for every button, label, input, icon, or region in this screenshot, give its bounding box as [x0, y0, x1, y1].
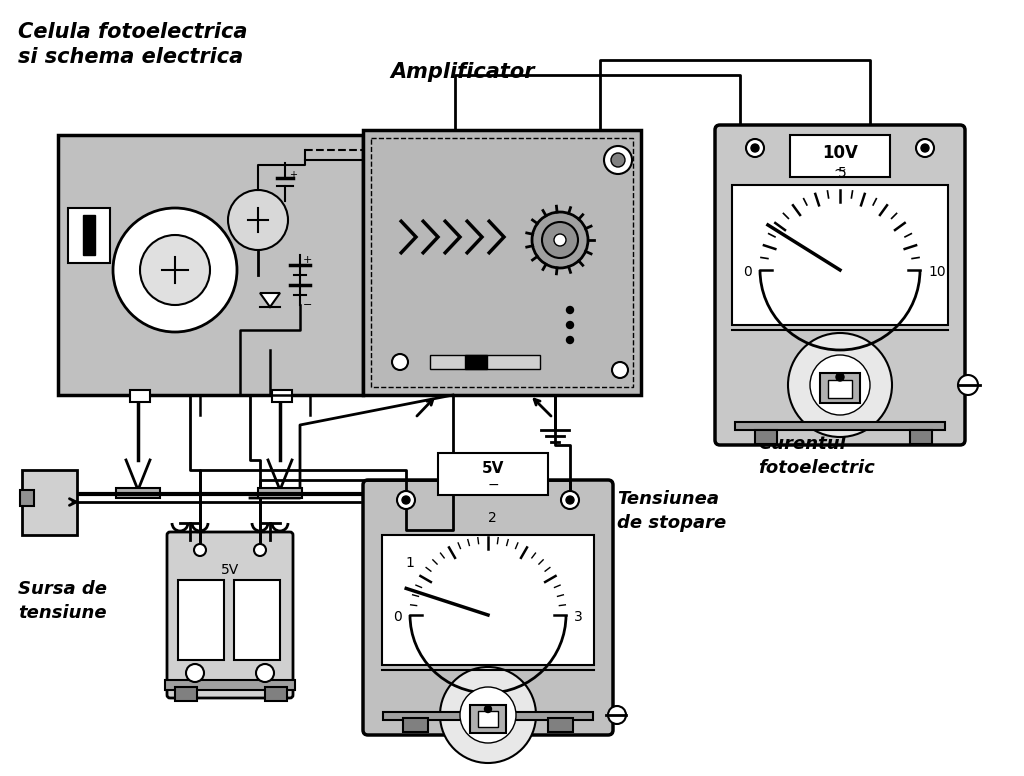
Circle shape [604, 146, 632, 174]
Circle shape [542, 222, 578, 258]
Circle shape [460, 687, 516, 743]
FancyBboxPatch shape [362, 480, 613, 735]
Circle shape [194, 544, 206, 556]
Circle shape [916, 139, 934, 157]
Circle shape [113, 208, 237, 332]
Bar [910, 430, 932, 444]
Bar [130, 390, 150, 402]
Bar [272, 390, 292, 402]
Text: −: − [487, 478, 499, 492]
Bar [383, 712, 593, 720]
Circle shape [402, 496, 410, 504]
Text: Sursa de
tensiune: Sursa de tensiune [18, 580, 106, 622]
Circle shape [254, 544, 266, 556]
Bar [430, 355, 540, 369]
Text: 5V: 5V [482, 461, 504, 476]
Text: 2: 2 [487, 511, 497, 525]
Circle shape [751, 144, 759, 152]
Circle shape [561, 491, 579, 509]
Bar [20, 490, 34, 506]
Bar [83, 215, 95, 255]
FancyBboxPatch shape [715, 125, 965, 445]
Bar [755, 430, 777, 444]
Bar [403, 718, 428, 732]
Text: Amplificator: Amplificator [390, 62, 535, 82]
Text: −: − [303, 300, 312, 310]
Bar [165, 680, 295, 690]
Bar [790, 135, 890, 177]
Bar [58, 135, 362, 395]
Circle shape [612, 362, 628, 378]
Text: +: + [254, 526, 266, 540]
Bar [116, 488, 160, 498]
Circle shape [608, 706, 626, 724]
Circle shape [140, 235, 210, 305]
Text: Curentul
fotoelectric: Curentul fotoelectric [758, 435, 874, 476]
Circle shape [810, 355, 870, 415]
Circle shape [392, 354, 408, 370]
Bar [234, 580, 280, 660]
Bar [732, 185, 948, 325]
Text: 10V: 10V [822, 144, 858, 162]
Circle shape [484, 705, 492, 712]
Text: −: − [195, 526, 206, 540]
Bar [478, 711, 498, 727]
FancyBboxPatch shape [167, 532, 293, 698]
Circle shape [566, 337, 573, 344]
Text: Celula fotoelectrica
si schema electrica: Celula fotoelectrica si schema electrica [18, 22, 248, 67]
Circle shape [746, 139, 764, 157]
Text: 5: 5 [838, 166, 847, 180]
Text: ~: ~ [834, 163, 847, 178]
Text: +: + [303, 255, 312, 265]
Bar [465, 355, 487, 369]
Text: Tensiunea
de stopare: Tensiunea de stopare [617, 490, 726, 532]
Circle shape [566, 496, 574, 504]
Circle shape [554, 234, 566, 246]
Bar [22, 470, 77, 535]
Circle shape [186, 664, 204, 682]
Polygon shape [260, 293, 280, 307]
Bar [470, 705, 506, 733]
Bar [175, 687, 197, 701]
Text: 10: 10 [928, 265, 945, 279]
Bar [371, 138, 633, 387]
Text: 1: 1 [406, 556, 415, 570]
Circle shape [836, 373, 844, 381]
Circle shape [228, 190, 288, 250]
Text: 0: 0 [743, 265, 752, 279]
Bar [265, 687, 287, 701]
Bar [178, 580, 224, 660]
Bar [258, 488, 302, 498]
Bar [382, 535, 594, 665]
Circle shape [788, 333, 892, 437]
Text: 3: 3 [574, 610, 583, 624]
Circle shape [440, 667, 536, 763]
Circle shape [532, 212, 588, 268]
Circle shape [611, 153, 625, 167]
Bar [735, 422, 945, 430]
Circle shape [566, 321, 573, 328]
Bar [820, 373, 860, 403]
Bar [68, 208, 110, 263]
Circle shape [256, 664, 274, 682]
Text: +: + [289, 170, 297, 180]
Text: 0: 0 [393, 610, 402, 624]
Bar [362, 130, 641, 395]
Bar [548, 718, 573, 732]
Text: 5V: 5V [221, 563, 240, 577]
Bar [828, 380, 852, 398]
Circle shape [958, 375, 978, 395]
Circle shape [921, 144, 929, 152]
Bar [438, 453, 548, 495]
Circle shape [566, 307, 573, 314]
Circle shape [397, 491, 415, 509]
